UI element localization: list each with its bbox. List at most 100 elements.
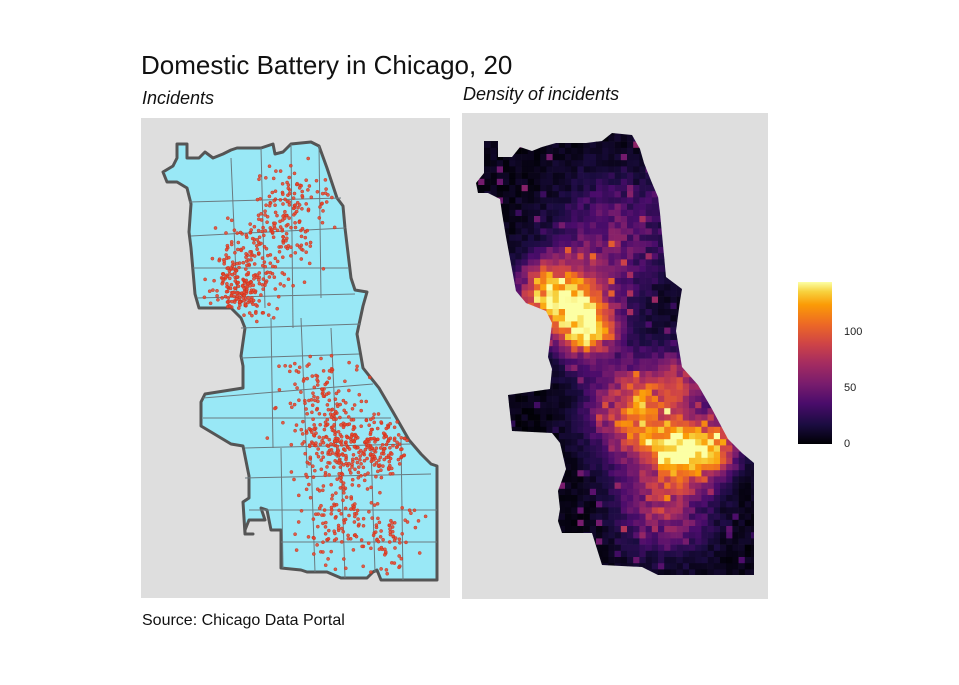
density-cell <box>596 203 603 211</box>
density-cell <box>596 333 603 341</box>
density-cell <box>476 253 479 260</box>
density-cell <box>527 526 535 533</box>
incident-point <box>275 228 280 233</box>
density-cell <box>577 451 584 459</box>
density-cell <box>738 185 746 192</box>
density-cell <box>534 340 541 347</box>
density-cell <box>682 377 690 384</box>
density-cell <box>738 284 746 291</box>
density-cell <box>577 203 584 211</box>
density-cell <box>627 222 634 229</box>
density-cell <box>658 488 665 496</box>
density-cell <box>645 377 653 384</box>
incident-point <box>388 445 392 450</box>
density-cell <box>552 234 560 242</box>
density-cell <box>757 290 764 297</box>
incident-point <box>339 423 343 427</box>
density-cell <box>571 451 578 459</box>
incident-point <box>299 257 304 261</box>
density-cell <box>540 222 547 229</box>
incident-point <box>364 418 369 423</box>
density-cell <box>614 321 622 328</box>
density-cell <box>503 476 510 483</box>
density-cell <box>515 141 522 149</box>
density-cell <box>476 333 479 341</box>
density-cell <box>664 271 671 279</box>
density-cell <box>720 222 727 229</box>
incident-point <box>265 214 270 219</box>
density-cell <box>713 160 721 167</box>
density-cell <box>596 147 603 155</box>
incident-point <box>259 241 263 246</box>
density-cell <box>757 377 764 384</box>
density-cell <box>509 519 516 527</box>
density-cell <box>478 333 485 341</box>
density-cell <box>744 284 752 291</box>
density-cell <box>633 247 640 254</box>
density-cell <box>496 495 504 502</box>
incident-point <box>203 277 207 282</box>
density-cell <box>558 426 566 434</box>
density-cell <box>596 550 603 558</box>
density-cell <box>583 296 591 304</box>
incident-point <box>297 220 302 224</box>
density-cell <box>720 203 727 211</box>
density-cell <box>651 433 659 440</box>
density-cell <box>720 420 727 428</box>
density-cell <box>651 420 659 428</box>
incident-point <box>310 374 315 378</box>
density-cell <box>701 451 708 459</box>
density-cell <box>645 519 653 527</box>
incident-point <box>386 438 391 443</box>
incident-point <box>312 536 316 541</box>
density-cell <box>732 457 739 465</box>
density-cell <box>490 569 498 575</box>
density-cell <box>645 532 653 539</box>
density-cell <box>645 513 653 521</box>
density-cell <box>614 501 622 508</box>
density-cell <box>534 216 541 223</box>
density-cell <box>546 222 553 229</box>
density-cell <box>546 253 553 260</box>
incident-point <box>397 442 402 447</box>
density-cell <box>478 321 485 328</box>
density-cell <box>639 259 646 266</box>
density-cell <box>571 488 578 496</box>
density-cell <box>664 333 671 341</box>
density-cell <box>490 420 498 428</box>
density-cell <box>651 278 659 285</box>
density-cell <box>614 203 622 211</box>
density-cell <box>682 352 690 359</box>
density-cell <box>744 364 752 372</box>
density-cell <box>596 439 603 446</box>
density-cell <box>744 271 752 279</box>
density-cell <box>558 321 566 328</box>
density-cell <box>658 265 665 273</box>
incident-point <box>335 444 340 449</box>
density-cell <box>695 278 702 285</box>
density-cell <box>658 278 665 285</box>
density-cell <box>478 340 485 347</box>
density-cell <box>695 439 702 446</box>
incident-point <box>249 254 253 258</box>
density-cell <box>496 402 504 409</box>
density-cell <box>521 253 529 260</box>
density-cell <box>534 383 541 390</box>
density-cell <box>744 172 752 180</box>
density-cell <box>738 426 746 434</box>
density-cell <box>620 488 628 496</box>
density-cell <box>490 271 498 279</box>
density-cell <box>627 501 634 508</box>
incident-point <box>261 225 265 230</box>
density-cell <box>732 408 739 415</box>
density-cell <box>614 550 622 558</box>
density-cell <box>682 284 690 291</box>
density-cell <box>484 420 491 428</box>
density-cell <box>596 389 603 397</box>
density-cell <box>732 395 739 403</box>
density-cell <box>546 309 553 316</box>
incident-point <box>310 403 315 408</box>
density-cell <box>744 228 752 235</box>
density-cell <box>503 160 510 167</box>
density-cell <box>738 197 746 204</box>
